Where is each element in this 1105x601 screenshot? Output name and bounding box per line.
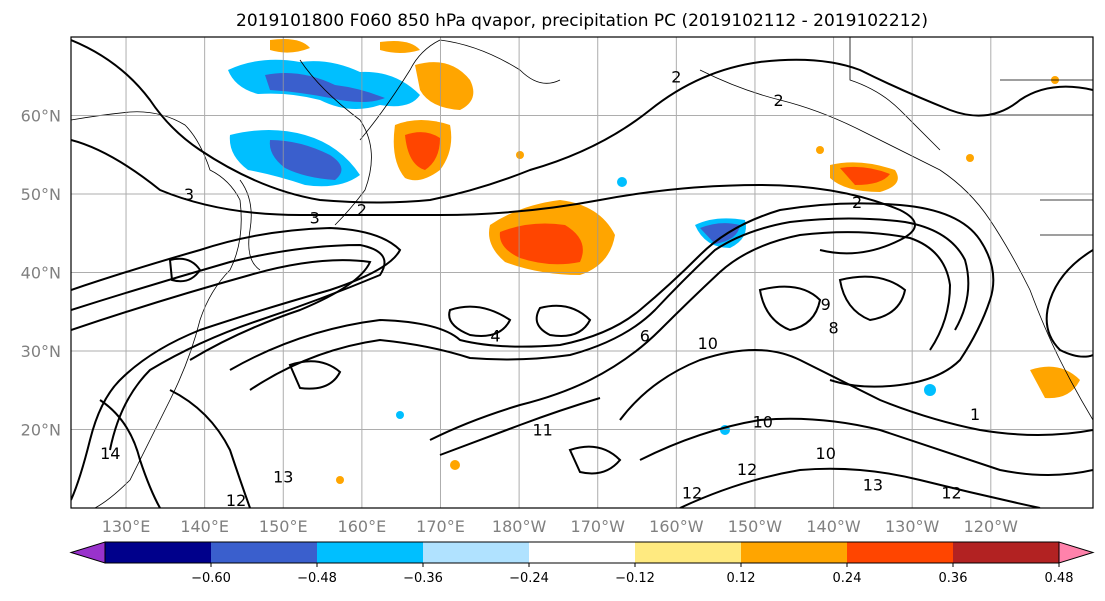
map-frame: [70, 36, 1094, 509]
contour-label: 14: [100, 444, 120, 463]
colorbar-segment: [635, 542, 742, 563]
colorbar-segment: [953, 542, 1060, 563]
colorbar: −0.60 −0.48 −0.36 −0.24 −0.12 0.12 0.24 0.36 0.4…: [69, 541, 1095, 586]
contour-label: 12: [226, 491, 246, 510]
colorbar-segment: [741, 542, 848, 563]
contour-label: 10: [753, 413, 773, 432]
colorbar-segment: [847, 542, 954, 563]
x-tick-label: 150°W: [728, 517, 783, 536]
colorbar-segment: [423, 542, 530, 563]
colorbar-tick-label: 0.24: [833, 571, 862, 586]
colorbar-segment: [529, 542, 636, 563]
contour-label: 13: [863, 475, 883, 494]
contour-label: 3: [184, 185, 194, 204]
colorbar-tick-label: −0.12: [615, 571, 655, 586]
x-tick-label: 170°W: [571, 517, 626, 536]
y-tick-label: 40°N: [21, 264, 61, 283]
x-tick-label: 160°W: [649, 517, 704, 536]
y-tick-label: 30°N: [21, 342, 61, 361]
y-tick-label: 20°N: [21, 421, 61, 440]
colorbar-segment: [317, 542, 424, 563]
y-tick-label: 50°N: [21, 185, 61, 204]
contour-label: 2: [852, 193, 862, 212]
y-tick-labels: 20°N 30°N 40°N 50°N 60°N: [21, 107, 61, 440]
contour-label: 10: [816, 444, 836, 463]
contour-label: 2: [773, 91, 783, 110]
colorbar-frame: [104, 541, 1060, 564]
x-tick-label: 130°W: [885, 517, 940, 536]
chart-title: 2019101800 F060 850 hPa qvapor, precipit…: [236, 11, 928, 31]
contour-label: 6: [640, 326, 650, 345]
contour-labels: 2 2 2 2 3 3 4 6 9 8 10 11 10 12 10 14 13 12 12 12 13 1: [100, 67, 980, 510]
x-tick-labels: 130°E 140°E 150°E 160°E 170°E 180°W 170°W 160°W…: [102, 517, 1018, 536]
colorbar-tick-label: −0.60: [191, 571, 231, 586]
colorbar-tick-label: 0.48: [1045, 571, 1074, 586]
contour-label: 8: [828, 318, 838, 337]
colorbar-tick-label: −0.24: [509, 571, 549, 586]
contour-label: 2: [671, 67, 681, 86]
colorbar-extend-low: [69, 541, 106, 564]
contour-label: 1: [970, 405, 980, 424]
colorbar-tick-label: 0.36: [939, 571, 968, 586]
x-tick-label: 140°W: [806, 517, 861, 536]
contour-label: 9: [821, 295, 831, 314]
colorbar-extend-high: [1058, 541, 1095, 564]
contour-label: 13: [273, 468, 293, 487]
contour-label: 2: [357, 201, 367, 220]
contour-label: 12: [682, 483, 702, 502]
contour-label: 11: [533, 421, 553, 440]
contour-label: 3: [310, 209, 320, 228]
x-tick-label: 150°E: [259, 517, 308, 536]
map-panel: 2 2 2 2 3 3 4 6 9 8 10 11 10 12 10 14 13 12 12 12 13 1: [71, 37, 1093, 510]
x-tick-label: 140°E: [180, 517, 229, 536]
qvapor-contours: [71, 39, 1093, 508]
colorbar-tick-label: 0.12: [727, 571, 756, 586]
contour-label: 4: [490, 326, 500, 345]
y-tick-label: 60°N: [21, 107, 61, 126]
x-tick-label: 160°E: [338, 517, 387, 536]
colorbar-tick-label: −0.36: [403, 571, 443, 586]
contour-label: 12: [737, 460, 757, 479]
colorbar-tick-label: −0.48: [297, 571, 337, 586]
x-tick-label: 170°E: [416, 517, 465, 536]
x-tick-label: 130°E: [102, 517, 151, 536]
x-tick-label: 180°W: [492, 517, 547, 536]
colorbar-segment: [211, 542, 318, 563]
x-tick-label: 120°W: [964, 517, 1019, 536]
contour-label: 10: [698, 334, 718, 353]
contour-label: 12: [941, 483, 961, 502]
colorbar-segment: [105, 542, 212, 563]
